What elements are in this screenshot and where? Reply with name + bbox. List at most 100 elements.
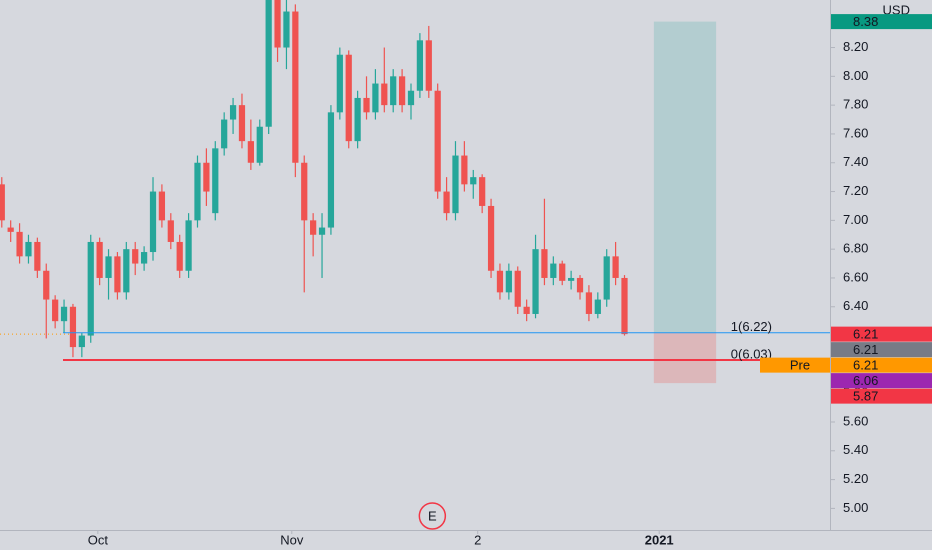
candle-body xyxy=(318,227,326,235)
price-label: 5.87 xyxy=(853,389,878,404)
candle-body xyxy=(301,162,308,221)
candle-body xyxy=(0,184,5,221)
candle-body xyxy=(16,231,23,257)
price-label-box xyxy=(831,14,932,30)
candle-body xyxy=(559,263,566,281)
candle-body xyxy=(372,83,379,113)
candle-body xyxy=(274,0,281,48)
target-zone xyxy=(653,21,717,333)
y-tick-label: 6.40 xyxy=(843,298,868,313)
candle-body xyxy=(212,148,219,214)
y-tick-label: 5.20 xyxy=(843,471,868,486)
candle-body xyxy=(52,299,59,322)
candle-body xyxy=(523,306,530,314)
candle-body xyxy=(283,11,290,48)
candle-body xyxy=(96,241,103,278)
candle-body xyxy=(398,76,406,106)
candle-body xyxy=(229,105,237,120)
candle-body xyxy=(221,119,228,149)
candle-body xyxy=(7,227,14,232)
y-tick-label: 7.80 xyxy=(843,97,868,112)
candle-body xyxy=(585,292,593,314)
candle-body xyxy=(60,306,68,322)
earnings-label: E xyxy=(428,508,437,523)
y-tick-label: 7.00 xyxy=(843,212,868,227)
candle-body xyxy=(443,191,450,214)
x-tick-label: Oct xyxy=(88,532,109,547)
price-label: 8.38 xyxy=(853,14,878,29)
candle-body xyxy=(265,0,272,127)
candle-body xyxy=(381,83,388,106)
candle-body xyxy=(34,241,41,271)
candle-body xyxy=(425,40,432,91)
candle-body xyxy=(327,112,335,228)
candle-body xyxy=(603,256,610,300)
candle-body xyxy=(363,97,370,113)
candle-body xyxy=(461,155,468,185)
candle-body xyxy=(194,162,201,221)
x-tick-label: 2021 xyxy=(645,532,674,547)
candle-body xyxy=(176,241,183,271)
candle-body xyxy=(238,105,246,142)
candle-body xyxy=(167,220,174,242)
candle-body xyxy=(568,277,575,281)
candle-body xyxy=(158,191,166,221)
y-tick-label: 5.00 xyxy=(843,500,868,515)
candle-body xyxy=(470,177,477,185)
y-tick-label: 5.40 xyxy=(843,442,868,457)
candle-body xyxy=(496,270,504,293)
candle-body xyxy=(479,177,486,206)
currency: USD xyxy=(883,2,910,17)
session-tag: Pre xyxy=(790,358,810,373)
candle-body xyxy=(487,205,495,271)
price-label-box xyxy=(831,373,932,389)
candle-body xyxy=(203,162,210,192)
y-tick-label: 8.00 xyxy=(843,68,868,83)
y-tick-label: 8.20 xyxy=(843,39,868,54)
candle-body xyxy=(256,126,263,163)
candle-body xyxy=(550,263,557,278)
candle-body xyxy=(149,191,157,253)
candle-body xyxy=(336,54,343,113)
candle-body xyxy=(105,256,112,278)
y-tick-label: 6.80 xyxy=(843,241,868,256)
candle-body xyxy=(310,220,317,235)
candle-body xyxy=(141,252,148,264)
candle-body xyxy=(594,299,601,314)
candle-body xyxy=(185,220,192,271)
candle-body xyxy=(407,90,415,106)
y-tick-label: 7.40 xyxy=(843,154,868,169)
price-label: 6.21 xyxy=(853,358,878,373)
price-label-box xyxy=(831,326,932,342)
candle-body xyxy=(25,241,32,257)
candle-body xyxy=(621,277,628,335)
session-tag-box xyxy=(760,357,830,373)
candle-body xyxy=(69,306,77,348)
candle-body xyxy=(390,76,397,106)
x-tick-label: 2 xyxy=(474,532,481,547)
y-tick-label: 6.60 xyxy=(843,269,868,284)
candle-body xyxy=(292,11,299,163)
price-label-box xyxy=(831,388,932,404)
price-label-box xyxy=(831,342,932,358)
candle-body xyxy=(123,249,130,293)
y-tick-label: 7.60 xyxy=(843,125,868,140)
candle-body xyxy=(247,141,254,163)
candle-body xyxy=(114,256,121,293)
candle-body xyxy=(576,277,584,293)
candle-body xyxy=(532,249,539,314)
price-label: 6.06 xyxy=(853,373,878,388)
candle-body xyxy=(132,249,139,264)
price-label: 6.21 xyxy=(853,327,878,342)
candle-body xyxy=(345,54,352,142)
candle-body xyxy=(416,40,424,91)
candle-body xyxy=(354,97,361,142)
candle-body xyxy=(505,270,512,293)
price-label: 6.21 xyxy=(853,342,878,357)
stop-zone xyxy=(653,332,717,384)
x-tick-label: Nov xyxy=(280,532,304,547)
candle-body xyxy=(78,335,85,348)
candle-body xyxy=(612,256,619,278)
